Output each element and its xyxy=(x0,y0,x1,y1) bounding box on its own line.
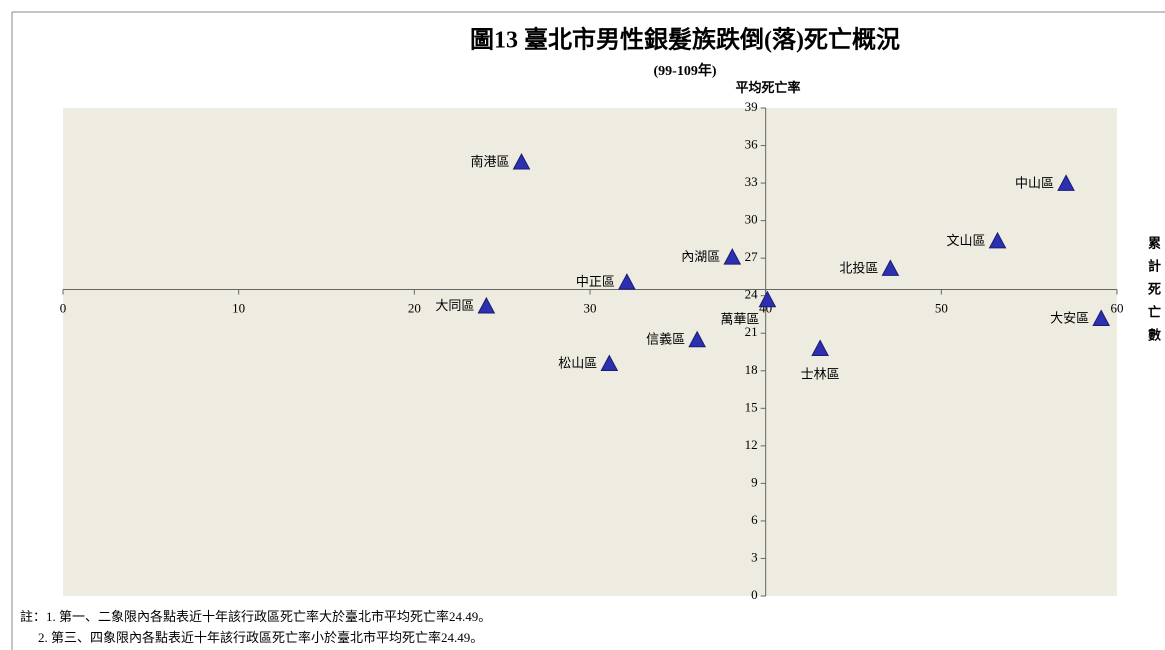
point-label: 大同區 xyxy=(435,298,474,313)
marker xyxy=(758,290,777,308)
point-label: 北投區 xyxy=(839,260,878,275)
x-tick-label: 20 xyxy=(408,301,421,316)
x-tick-label: 60 xyxy=(1111,301,1124,316)
y-tick-label: 21 xyxy=(745,324,758,339)
x-axis-label: 累計死亡數 xyxy=(1146,235,1161,351)
point-label: 中山區 xyxy=(1015,175,1054,190)
marker xyxy=(477,296,496,314)
point-label: 信義區 xyxy=(646,332,685,347)
y-tick-label: 39 xyxy=(745,99,758,114)
x-tick-label: 30 xyxy=(584,301,597,316)
point-label: 萬華區 xyxy=(720,312,759,327)
marker xyxy=(600,354,619,372)
point-label: 大安區 xyxy=(1050,310,1089,325)
marker xyxy=(618,273,636,290)
point-label: 松山區 xyxy=(558,355,597,370)
y-tick-label: 15 xyxy=(745,399,758,414)
plot-area xyxy=(63,108,1117,596)
marker xyxy=(988,231,1007,249)
point-label: 文山區 xyxy=(947,233,986,248)
y-tick-label: 18 xyxy=(745,362,758,377)
y-tick-label: 30 xyxy=(745,212,758,227)
y-tick-label: 12 xyxy=(745,437,758,452)
marker xyxy=(723,248,742,265)
note: 註：1. 第一、二象限內各點表近十年該行政區死亡率大於臺北市平均死亡率24.49… xyxy=(20,609,491,624)
marker xyxy=(881,259,900,276)
marker xyxy=(811,339,829,356)
x-tick-label: 0 xyxy=(60,301,67,316)
y-tick-label: 33 xyxy=(745,174,758,189)
x-tick-label: 50 xyxy=(935,301,948,316)
y-tick-label: 3 xyxy=(751,549,758,564)
y-tick-label: 27 xyxy=(745,249,759,264)
marker xyxy=(1092,309,1111,326)
point-label: 士林區 xyxy=(801,366,840,381)
marker xyxy=(512,152,531,170)
x-tick-label: 10 xyxy=(232,301,245,316)
chart-subtitle: (99-109年) xyxy=(654,62,717,79)
y-tick-label: 24 xyxy=(745,287,759,302)
y-axis-label: 平均死亡率 xyxy=(735,80,800,95)
y-tick-label: 6 xyxy=(751,512,758,527)
y-tick-label: 9 xyxy=(751,474,758,489)
note: 2. 第三、四象限內各點表近十年該行政區死亡率小於臺北市平均死亡率24.49。 xyxy=(38,630,483,645)
marker xyxy=(1057,174,1075,191)
chart-title: 圖13 臺北市男性銀髮族跌倒(落)死亡概況 xyxy=(470,26,900,54)
marker xyxy=(688,330,706,348)
point-label: 南港區 xyxy=(470,154,509,169)
point-label: 內湖區 xyxy=(681,249,720,264)
y-tick-label: 0 xyxy=(751,587,758,602)
point-label: 中正區 xyxy=(576,274,615,289)
y-tick-label: 36 xyxy=(745,137,759,152)
